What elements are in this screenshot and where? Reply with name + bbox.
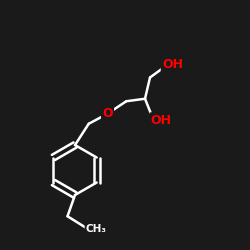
Text: O: O [102,107,113,120]
Text: OH: OH [151,114,172,126]
Text: CH₃: CH₃ [86,224,107,234]
Text: OH: OH [162,58,183,71]
